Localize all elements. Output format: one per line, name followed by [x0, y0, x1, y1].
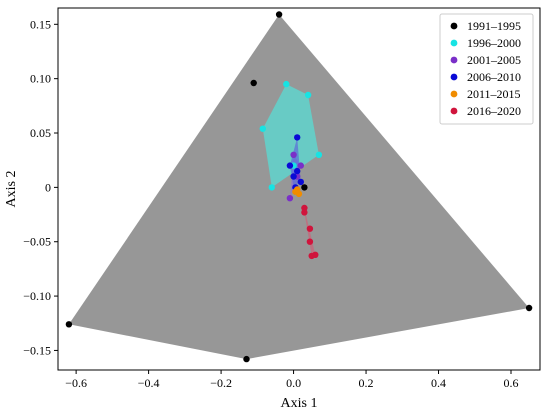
- point-0-4: [525, 304, 533, 312]
- point-0-0: [275, 11, 283, 18]
- legend-marker: [450, 73, 458, 81]
- point-0-3: [243, 355, 250, 363]
- legend-box: [439, 13, 534, 125]
- legend-label: 2006–2010: [467, 70, 521, 84]
- point-1-3: [268, 184, 275, 191]
- plot-frame: [57, 7, 541, 371]
- legend-label: 2016–2020: [467, 104, 521, 118]
- y-tick-label: 0: [45, 180, 51, 194]
- hull-0: [68, 14, 530, 360]
- y-tick-label: 0.15: [30, 17, 51, 31]
- point-5-5: [308, 252, 315, 260]
- point-3-3: [294, 167, 301, 175]
- point-4-2: [292, 188, 299, 195]
- legend-label: 1996–2000: [467, 36, 521, 50]
- y-axis-title: Axis 2: [4, 171, 19, 208]
- x-tick-label: −0.2: [210, 376, 232, 390]
- point-0-2: [65, 321, 73, 328]
- x-tick-label: −0.6: [65, 376, 87, 390]
- y-axis: −0.15 −0.10 −0.05 0 0.05 0.10 0.15: [23, 17, 58, 357]
- x-tick-label: 0.2: [359, 376, 374, 390]
- point-5-1: [301, 209, 308, 216]
- point-1-1: [304, 91, 312, 99]
- point-3-1: [286, 162, 294, 169]
- y-tick-label: 0.10: [30, 72, 51, 86]
- point-3-0: [294, 134, 301, 141]
- y-tick-label: −0.05: [23, 235, 51, 249]
- legend-marker: [450, 90, 458, 98]
- point-1-2: [315, 151, 323, 158]
- legend-marker: [450, 56, 458, 64]
- legend-marker: [450, 39, 458, 47]
- point-2-0: [297, 162, 304, 169]
- point-2-1: [286, 195, 294, 202]
- point-0-1: [250, 79, 257, 87]
- legend-marker: [450, 22, 458, 30]
- hull-1: [262, 84, 319, 188]
- legend-marker: [450, 107, 458, 115]
- point-5-3: [306, 238, 314, 245]
- hull-5: [304, 208, 316, 256]
- point-3-4: [297, 178, 304, 186]
- point-1-0: [283, 80, 290, 88]
- legend-label: 2011–2015: [467, 87, 521, 101]
- y-tick-label: −0.10: [23, 289, 51, 303]
- legend: 1991–1995 1996–2000 2001–2005 2006–2010 2011…: [439, 13, 534, 125]
- point-0-5: [301, 184, 308, 191]
- point-5-0: [301, 204, 308, 212]
- x-axis: −0.6 −0.4 −0.2 0.0 0.2 0.4 0.6: [65, 370, 519, 390]
- point-2-3: [290, 151, 297, 158]
- x-tick-label: 0.4: [431, 376, 446, 390]
- point-5-2: [306, 225, 314, 232]
- points-layer: [65, 11, 533, 363]
- x-axis-title: Axis 1: [281, 396, 318, 411]
- legend-label: 1991–1995: [467, 19, 521, 33]
- y-tick-label: 0.05: [30, 126, 51, 140]
- x-tick-label: −0.4: [138, 376, 160, 390]
- y-tick-label: −0.15: [23, 343, 51, 357]
- point-3-2: [290, 173, 297, 180]
- hull-layer: [68, 14, 530, 360]
- point-1-4: [259, 125, 266, 132]
- x-tick-label: 0.0: [286, 376, 301, 390]
- x-tick-label: 0.6: [504, 376, 519, 390]
- legend-label: 2001–2005: [467, 53, 521, 67]
